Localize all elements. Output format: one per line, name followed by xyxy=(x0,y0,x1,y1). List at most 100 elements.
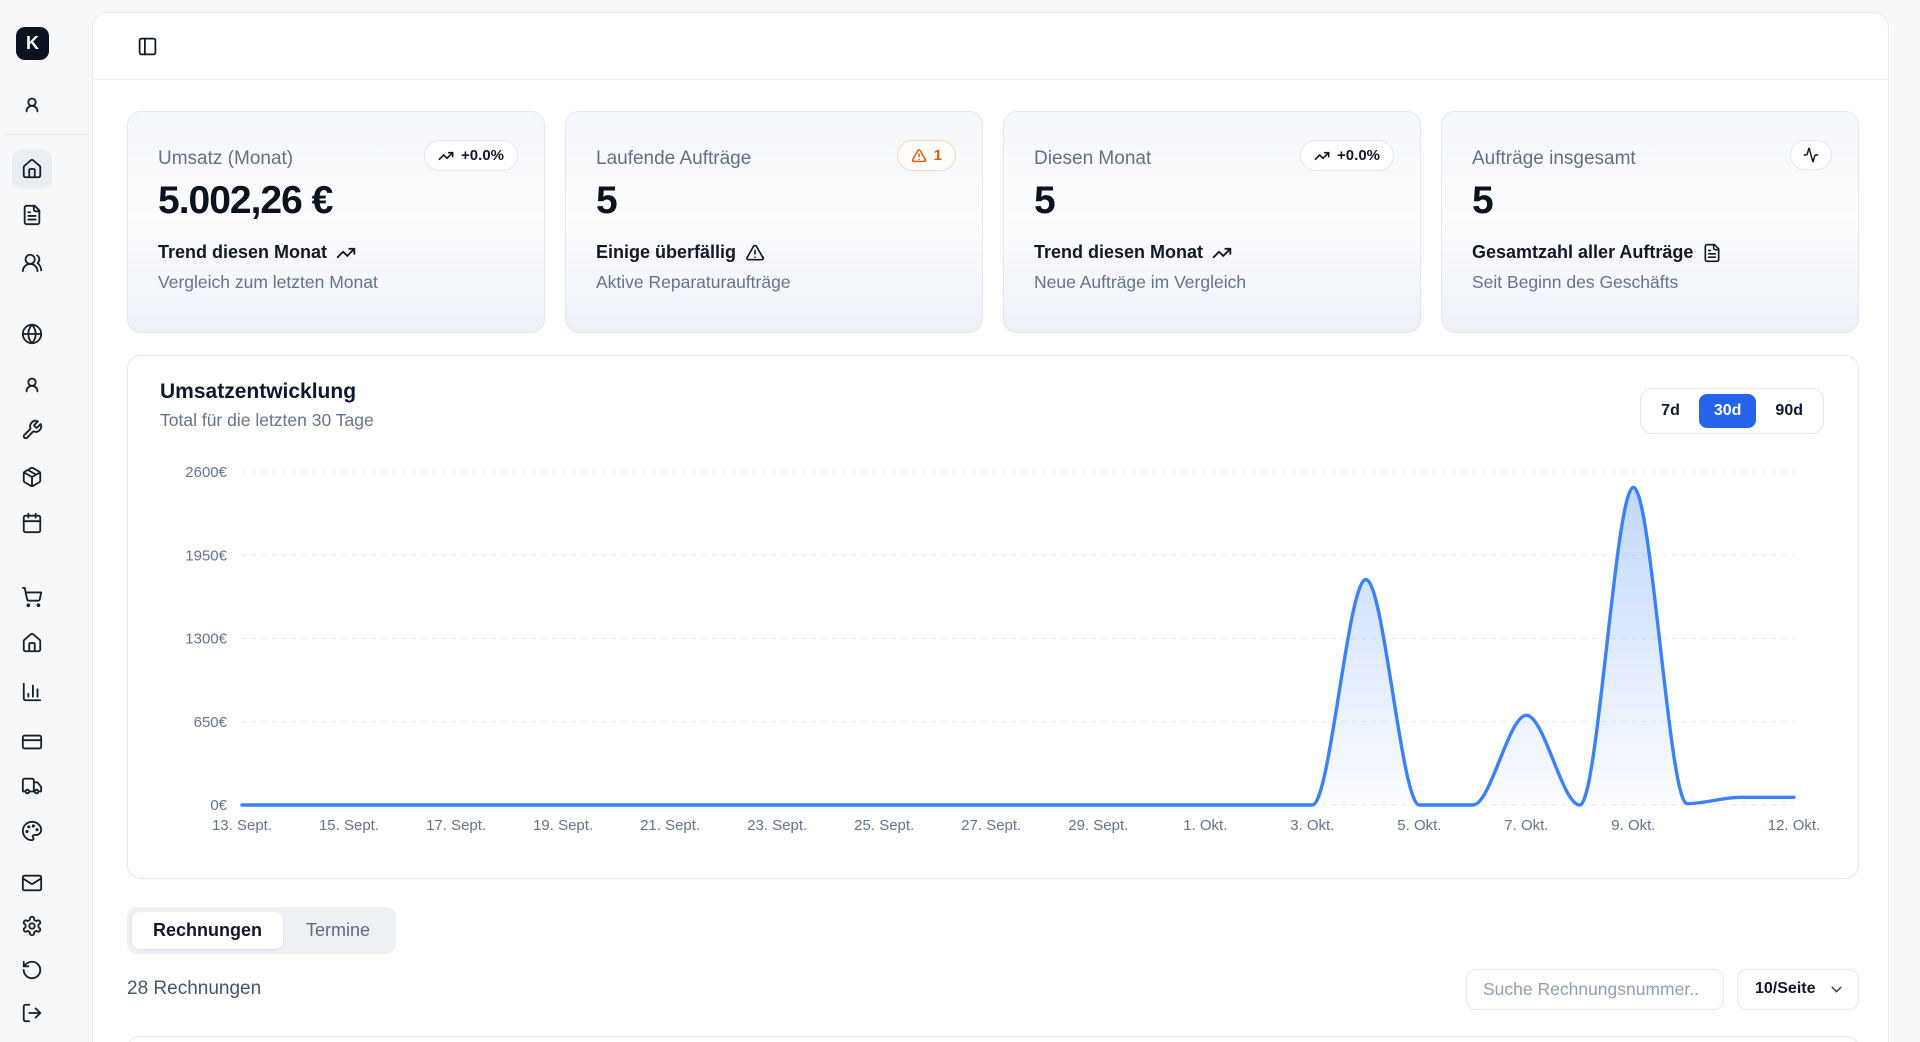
activity-icon xyxy=(1803,147,1819,163)
sidebar-item-wrench[interactable] xyxy=(12,410,52,450)
sidebar-item-rotate-ccw[interactable] xyxy=(12,950,52,990)
chart-column-icon xyxy=(22,682,42,702)
sidebar-item-users-round[interactable] xyxy=(12,243,52,283)
alert-triangle-icon xyxy=(911,148,927,162)
sidebar-item-file-text[interactable] xyxy=(12,195,52,235)
x-axis-tick: 19. Sept. xyxy=(533,817,593,834)
sidebar-item-shopping-cart[interactable] xyxy=(12,577,52,617)
x-axis-tick: 1. Okt. xyxy=(1183,817,1227,834)
trending-up-icon xyxy=(1314,151,1330,160)
sidebar-item-palette[interactable] xyxy=(12,811,52,851)
y-axis-tick: 0€ xyxy=(210,797,227,814)
stat-trend-label: Einige überfällig xyxy=(596,242,737,262)
chart-subtitle: Total für die letzten 30 Tage xyxy=(160,410,374,430)
invoice-search-input[interactable] xyxy=(1466,968,1724,1010)
wrench-icon xyxy=(22,419,43,440)
settings-icon xyxy=(22,915,42,937)
file-text-icon xyxy=(1704,243,1720,262)
stat-cards-row: Umsatz (Monat) 5.002,26 € Trend diesen M… xyxy=(127,111,1859,333)
chart-line xyxy=(240,485,1796,807)
sidebar-item-settings[interactable] xyxy=(12,906,52,946)
house-icon xyxy=(22,632,42,653)
tab-rechnungen[interactable]: Rechnungen xyxy=(132,912,284,949)
stat-label: Umsatz (Monat) xyxy=(158,148,294,169)
sidebar-item-credit-card[interactable] xyxy=(12,722,52,762)
sidebar-item-user-round[interactable] xyxy=(12,364,52,404)
sidebar-item-mail[interactable] xyxy=(12,863,52,903)
x-axis-tick: 29. Sept. xyxy=(1068,817,1128,834)
range-button-30d[interactable]: 30d xyxy=(1698,394,1757,428)
stat-description: Vergleich zum letzten Monat xyxy=(158,272,378,292)
activity-badge xyxy=(1790,140,1832,170)
chart-header: Umsatzentwicklung Total für die letzten … xyxy=(160,380,374,431)
chevron-down-icon xyxy=(1831,986,1842,992)
range-button-90d[interactable]: 90d xyxy=(1760,394,1818,428)
trend-badge: +0.0% xyxy=(424,140,518,171)
stat-card-total-orders: Aufträge insgesamt 5 Gesamtzahl aller Au… xyxy=(1441,111,1859,333)
stat-card-revenue: Umsatz (Monat) 5.002,26 € Trend diesen M… xyxy=(127,111,545,333)
trending-up-icon xyxy=(336,247,356,258)
user-round-icon xyxy=(25,97,39,113)
main-panel: Umsatz (Monat) 5.002,26 € Trend diesen M… xyxy=(92,12,1889,1042)
user-round-icon xyxy=(25,377,39,393)
trending-up-icon xyxy=(438,151,454,160)
package-icon xyxy=(22,466,42,488)
palette-icon xyxy=(21,820,43,842)
sidebar-item-package[interactable] xyxy=(12,457,52,497)
sidebar-item-calendar[interactable] xyxy=(12,503,52,543)
sidebar-item-log-out[interactable] xyxy=(12,993,52,1033)
trend-badge: +0.0% xyxy=(1300,140,1394,171)
invoice-table-top xyxy=(127,1036,1859,1042)
x-axis-tick: 23. Sept. xyxy=(747,817,807,834)
chart-area xyxy=(242,487,1794,805)
stat-value: 5 xyxy=(596,179,618,222)
sidebar-toggle-button[interactable] xyxy=(137,36,158,57)
stat-trend-label: Gesamtzahl aller Aufträge xyxy=(1472,242,1694,262)
panel-left-icon xyxy=(138,37,157,56)
trending-up-icon xyxy=(1212,247,1232,258)
truck-icon xyxy=(21,777,43,795)
sidebar-item-globe[interactable] xyxy=(12,314,52,354)
revenue-chart-card: 0€ 650€ 1300€ 1950€ 2600€ 13. Sept. 15. Sept. 1… xyxy=(127,355,1859,879)
sidebar-divider xyxy=(4,134,88,135)
sidebar-item-user-round[interactable] xyxy=(12,84,52,124)
stat-value: 5 xyxy=(1034,179,1056,222)
app-logo-letter: K xyxy=(26,33,39,53)
overdue-badge: 1 xyxy=(896,140,956,171)
stat-description: Neue Aufträge im Vergleich xyxy=(1034,272,1247,292)
sidebar-item-chart-column[interactable] xyxy=(12,672,52,712)
stat-value: 5.002,26 € xyxy=(158,179,333,222)
sidebar-item-truck[interactable] xyxy=(12,766,52,806)
stat-description: Aktive Reparaturaufträge xyxy=(596,272,791,292)
stat-label: Laufende Aufträge xyxy=(596,148,752,169)
invoice-count: 28 Rechnungen xyxy=(127,978,262,999)
sidebar-item-house[interactable] xyxy=(12,149,52,189)
x-axis-tick: 9. Okt. xyxy=(1611,817,1655,834)
panel-header xyxy=(93,13,1888,80)
file-text-icon xyxy=(23,204,41,226)
y-axis-tick: 1300€ xyxy=(185,631,227,648)
stat-label: Aufträge insgesamt xyxy=(1472,148,1636,169)
badge-label: +0.0% xyxy=(461,147,504,164)
shopping-cart-icon xyxy=(21,586,43,608)
stat-description: Seit Beginn des Geschäfts xyxy=(1472,272,1679,292)
y-axis-tick: 650€ xyxy=(194,714,228,731)
bottom-tabs: Rechnungen Termine xyxy=(127,907,397,954)
credit-card-icon xyxy=(21,734,43,750)
sidebar: K xyxy=(0,0,92,1042)
stat-label: Diesen Monat xyxy=(1034,148,1152,169)
x-axis-tick: 5. Okt. xyxy=(1397,817,1441,834)
tab-termine[interactable]: Termine xyxy=(306,920,371,940)
page-size-select[interactable]: 10/Seite xyxy=(1737,968,1859,1010)
stat-value: 5 xyxy=(1472,179,1494,222)
chart-range-selector: 7d 30d 90d xyxy=(1640,388,1824,434)
rotate-ccw-icon xyxy=(22,960,42,980)
x-axis-tick: 21. Sept. xyxy=(640,817,700,834)
sidebar-item-house[interactable] xyxy=(12,623,52,663)
app-logo[interactable]: K xyxy=(16,27,49,60)
y-axis-tick: 2600€ xyxy=(185,464,227,481)
x-axis-tick: 13. Sept. xyxy=(212,817,272,834)
y-axis-tick: 1950€ xyxy=(185,547,227,564)
range-button-7d[interactable]: 7d xyxy=(1646,394,1695,428)
